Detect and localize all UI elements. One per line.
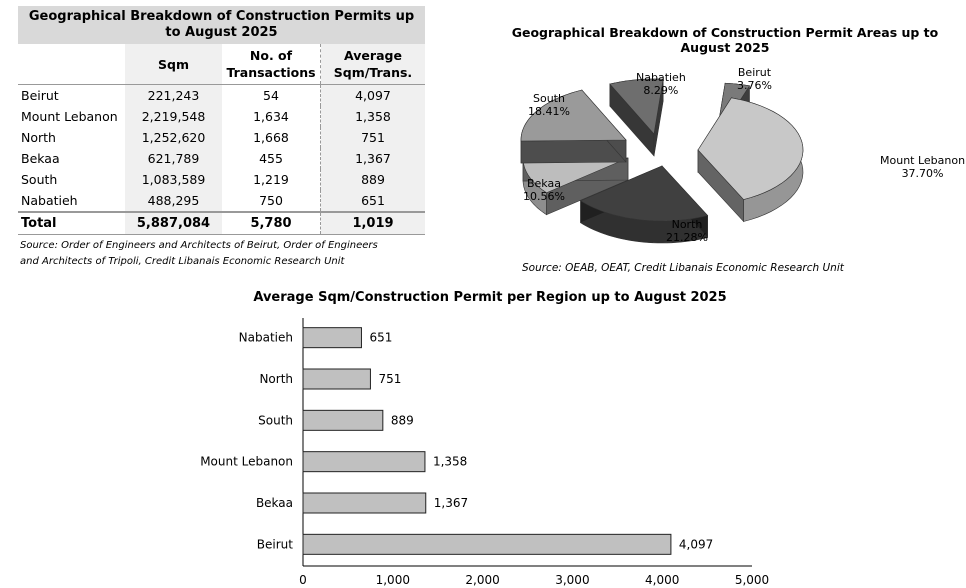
pie-label: Bekaa 10.56% (523, 177, 565, 203)
bar (302, 409, 384, 431)
average-cell: 889 (320, 169, 425, 190)
pie-slice-mount-lebanon (697, 96, 804, 223)
x-tick-label: 4,000 (645, 573, 679, 587)
region-cell: Mount Lebanon (21, 109, 118, 124)
x-tick-label: 3,000 (555, 573, 589, 587)
bar-category-label: Nabatieh (239, 331, 293, 345)
bar (302, 492, 427, 514)
table-source: Source: Order of Engineers and Architect… (20, 238, 420, 270)
pie-label-percent: 37.70% (901, 167, 944, 180)
pie-label-percent: 18.41% (528, 105, 570, 118)
pie-chart (520, 78, 804, 244)
pie-label-category: North (671, 218, 703, 231)
pie-label-percent: 3.76% (737, 79, 772, 92)
pie-label-percent: 21.28% (666, 231, 708, 244)
pie-slice-south (520, 89, 627, 164)
pie-label-percent: 10.56% (523, 190, 565, 203)
transactions-cell: 455 (259, 151, 283, 166)
sqm-cell: 5,887,084 (125, 212, 222, 235)
bar-category-label: Bekaa (256, 496, 293, 510)
pie-slice-nabatieh (609, 78, 664, 157)
pie-label: South 18.41% (528, 92, 570, 118)
pie-label: Mount Lebanon 37.70% (880, 154, 965, 180)
transactions-cell: 1,668 (253, 130, 289, 145)
permits-table: Geographical Breakdown of Construction P… (18, 6, 425, 235)
table-title: Geographical Breakdown of Construction P… (18, 6, 425, 44)
transactions-cell: 1,219 (253, 172, 289, 187)
sqm-cell: 221,243 (125, 84, 222, 106)
bar-value-label: 889 (391, 413, 414, 427)
region-cell: Total (21, 216, 57, 231)
average-cell: 651 (320, 190, 425, 212)
average-cell: 1,367 (320, 148, 425, 169)
bar (302, 533, 672, 555)
region-cell: North (21, 130, 56, 145)
table-total-row: Total 5,887,084 5,780 1,019 (18, 212, 425, 235)
average-cell: 751 (320, 127, 425, 148)
sqm-cell: 2,219,548 (125, 106, 222, 127)
table-row: Bekaa 621,789 455 1,367 (18, 148, 425, 169)
region-cell: South (21, 172, 58, 187)
pie-label-category: Mount Lebanon (880, 154, 966, 167)
sqm-cell: 1,252,620 (125, 127, 222, 148)
header-transactions: No. of Transactions (226, 48, 316, 80)
bar-category-label: Beirut (257, 537, 293, 551)
bar-value-label: 1,367 (434, 496, 468, 510)
table-row: Mount Lebanon 2,219,548 1,634 1,358 (18, 106, 425, 127)
transactions-cell: 1,634 (253, 109, 289, 124)
x-tick-label: 2,000 (465, 573, 499, 587)
table-row: South 1,083,589 1,219 889 (18, 169, 425, 190)
pie-label-percent: 8.29% (643, 84, 679, 97)
pie-label: Beirut 3.76% (737, 66, 772, 92)
bar-value-label: 751 (378, 372, 401, 386)
region-cell: Bekaa (21, 151, 60, 166)
pie-label-category: Bekaa (526, 177, 561, 190)
sqm-cell: 488,295 (125, 190, 222, 212)
table-source-line: Source: Order of Engineers and Architect… (20, 240, 378, 251)
region-cell: Beirut (21, 88, 59, 103)
bar-value-label: 1,358 (433, 455, 467, 469)
table-row: Nabatieh 488,295 750 651 (18, 190, 425, 212)
table-row: North 1,252,620 1,668 751 (18, 127, 425, 148)
average-cell: 1,019 (320, 212, 425, 235)
x-tick-label: 0 (299, 573, 307, 587)
sqm-cell: 621,789 (125, 148, 222, 169)
average-cell: 4,097 (320, 84, 425, 106)
table-header-row: Sqm No. of Transactions Average Sqm/Tran… (18, 44, 425, 85)
header-sqm: Sqm (125, 44, 222, 85)
bar-chart-title: Average Sqm/Construction Permit per Regi… (253, 290, 727, 305)
table-source-line: and Architects of Tripoli, Credit Libana… (20, 256, 345, 267)
bar-value-label: 651 (369, 331, 392, 345)
bar (302, 451, 426, 473)
bar-value-label: 4,097 (679, 537, 713, 551)
bar-category-label: North (259, 372, 293, 386)
pie-chart-title: Geographical Breakdown of Construction P… (511, 25, 939, 55)
x-tick-label: 5,000 (735, 573, 769, 587)
header-average: Average Sqm/Trans. (320, 44, 425, 85)
table-row: Beirut 221,243 54 4,097 (18, 84, 425, 106)
pie-slice-north (579, 165, 709, 244)
x-tick-label: 1,000 (376, 573, 410, 587)
transactions-cell: 54 (263, 88, 279, 103)
pie-label: Nabatieh 8.29% (636, 71, 686, 97)
pie-label-category: Nabatieh (636, 71, 686, 84)
bar-category-label: South (258, 413, 293, 427)
pie-slice-bekaa (522, 157, 629, 216)
region-cell: Nabatieh (21, 193, 78, 208)
transactions-cell: 750 (259, 193, 283, 208)
transactions-cell: 5,780 (250, 216, 292, 231)
bar-category-label: Mount Lebanon (200, 455, 293, 469)
pie-label-category: South (532, 92, 565, 105)
sqm-cell: 1,083,589 (125, 169, 222, 190)
bar (302, 327, 362, 349)
pie-chart-source: Source: OEAB, OEAT, Credit Libanais Econ… (522, 262, 844, 274)
average-cell: 1,358 (320, 106, 425, 127)
pie-label-category: Beirut (737, 66, 772, 79)
pie-label: North 21.28% (666, 218, 708, 244)
bar (302, 368, 371, 390)
